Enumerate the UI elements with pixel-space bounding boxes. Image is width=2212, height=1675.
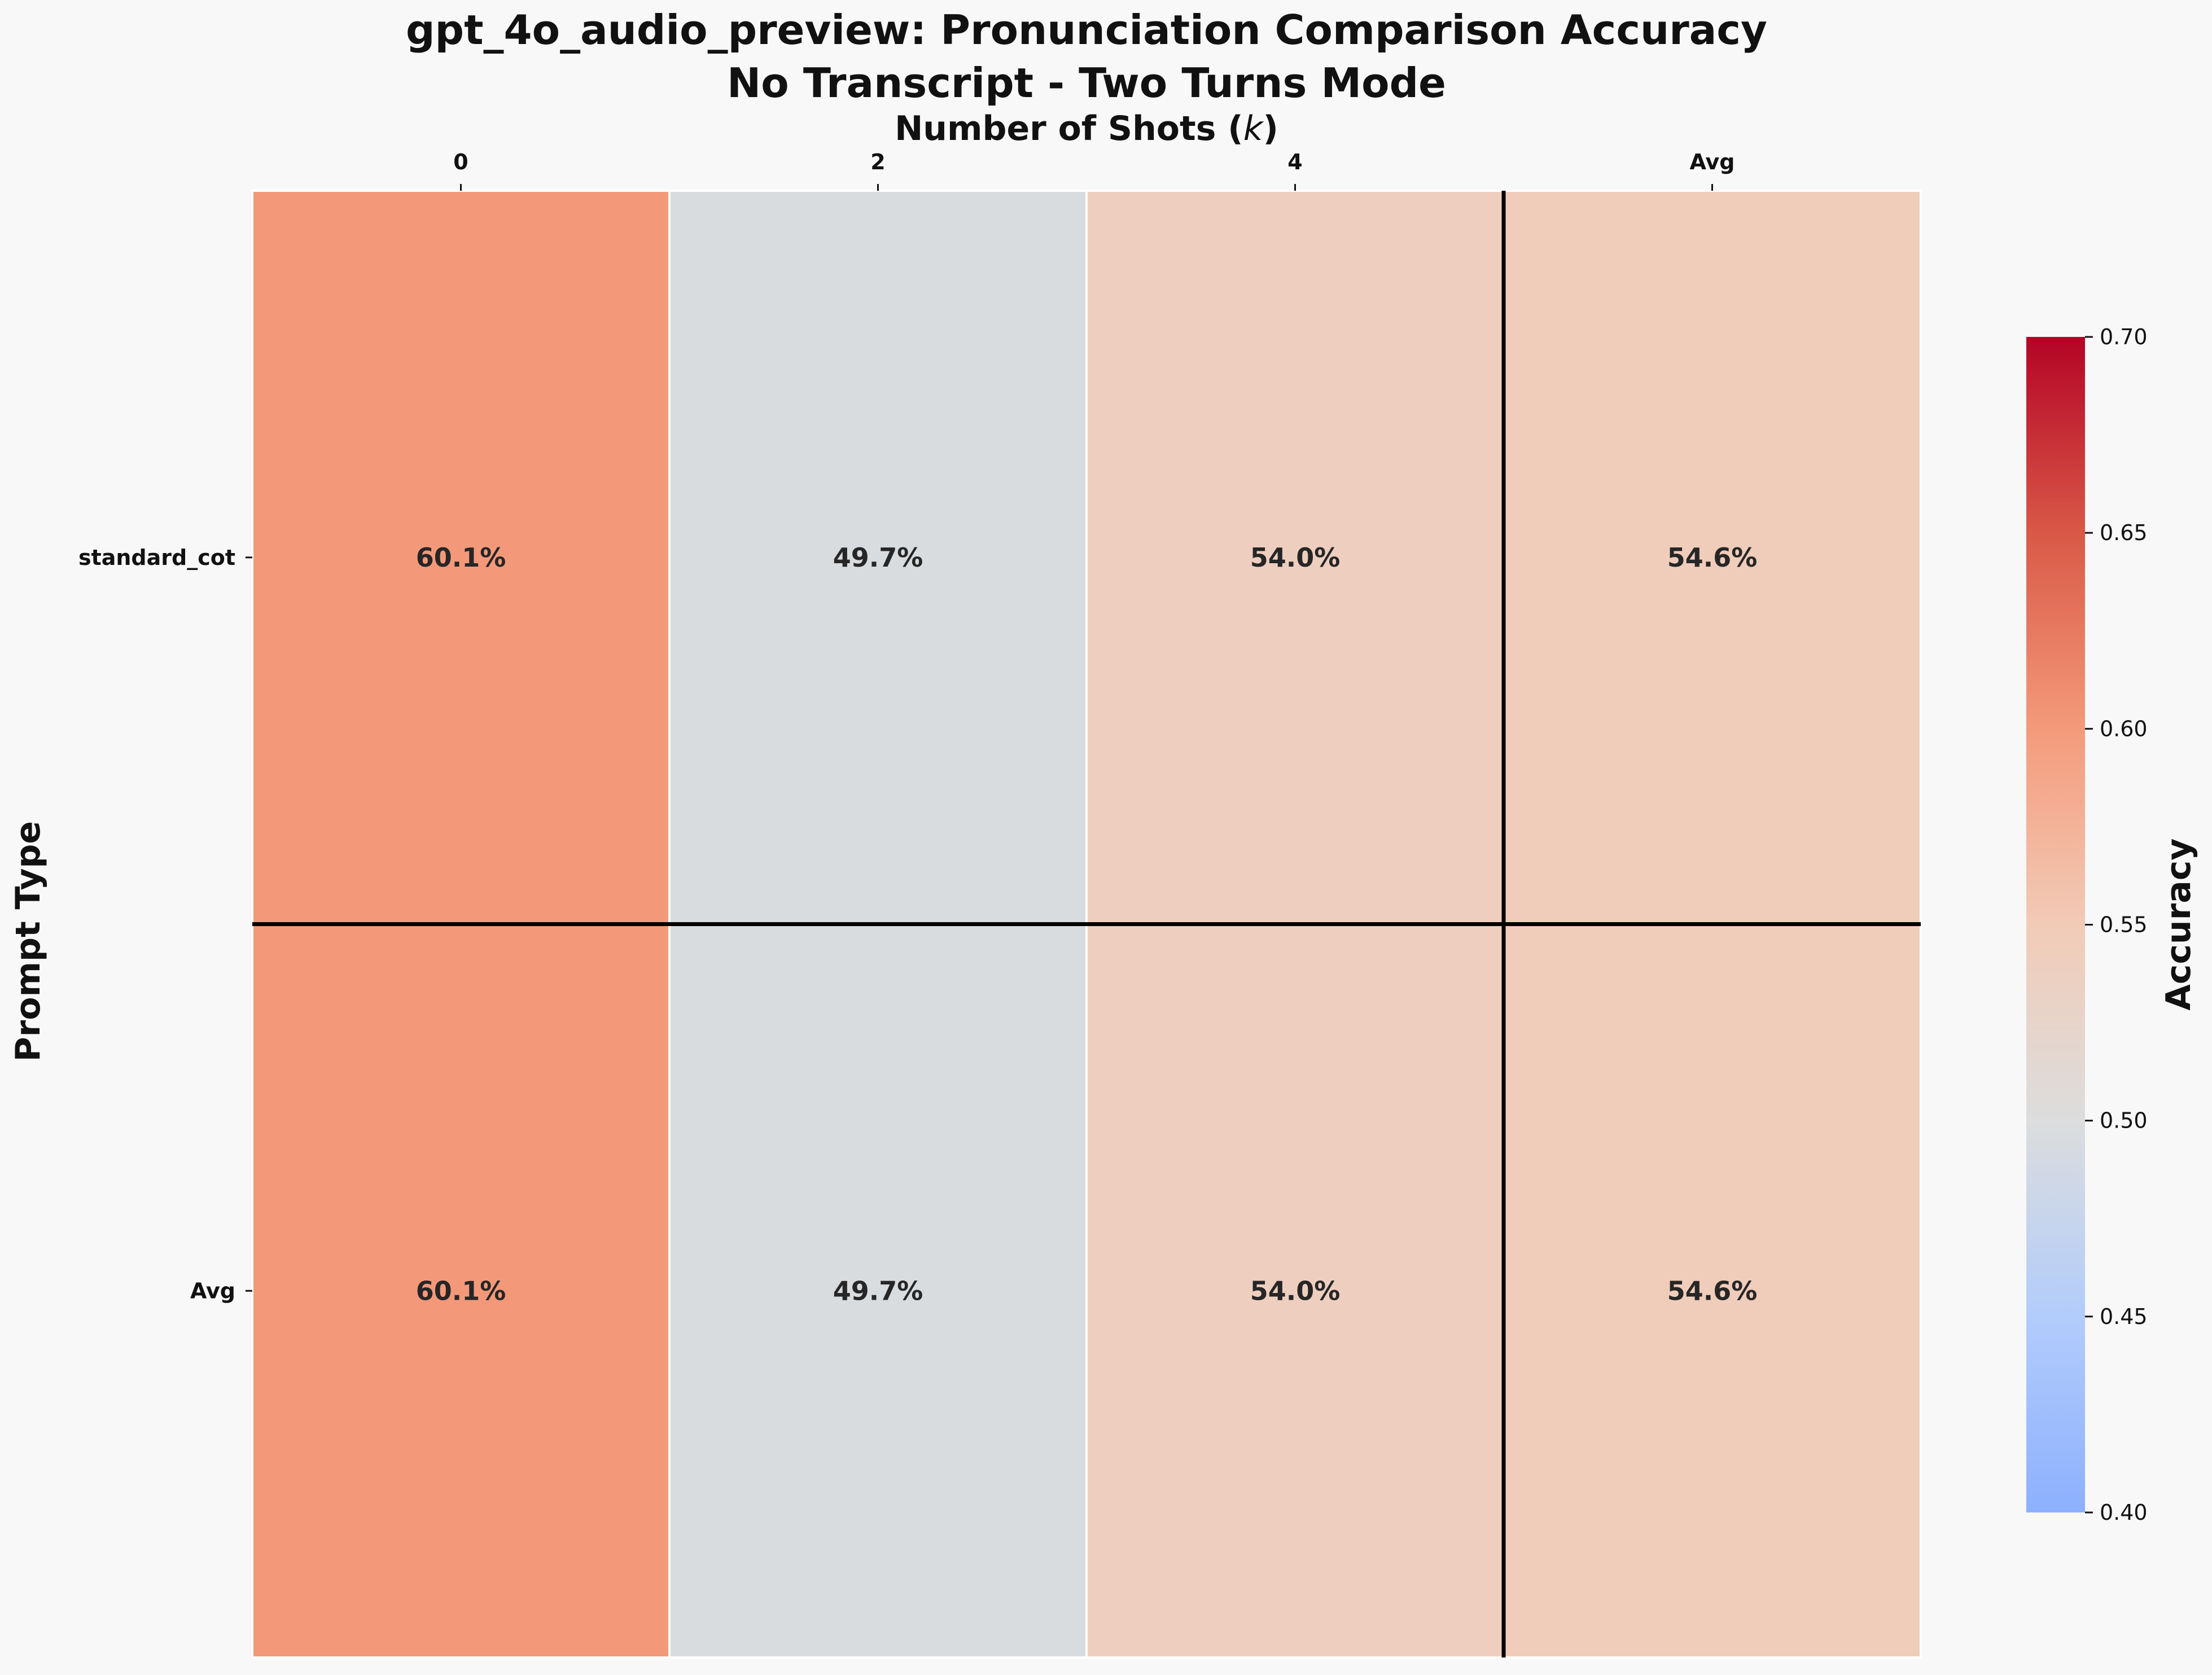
colorbar-tick-label: 0.55 [2100,913,2148,937]
y-tick-label: standard_cot [78,545,235,570]
colorbar-tick-label: 0.40 [2100,1500,2148,1525]
colorbar-label: Accuracy [2159,838,2198,1010]
heatmap-cells [251,190,1922,1659]
x-tick-label: Avg [1689,150,1734,174]
cell-value-label: 54.6% [1667,542,1758,573]
y-axis-label: Prompt Type [8,821,48,1062]
colorbar-tick-label: 0.50 [2100,1108,2148,1133]
colorbar-tick-label: 0.65 [2100,520,2148,545]
heatmap-cell [1503,923,1922,1659]
x-tick-label: 0 [453,150,468,174]
cell-value-label: 49.7% [833,542,923,573]
colorbar-tick-label: 0.70 [2100,325,2148,349]
colorbar-tick-label: 0.45 [2100,1304,2148,1329]
colorbar [2026,337,2085,1512]
heatmap-cell-labels: 60.1% 49.7% 54.0% 54.6% 60.1% 49.7% 54.0% 54.6% [416,542,1758,1306]
y-axis-ticks: standard_cot Avg [78,545,252,1303]
cell-value-label: 54.0% [1250,542,1341,573]
x-tick-label: 4 [1287,150,1302,174]
colorbar-tick-label: 0.60 [2100,716,2148,741]
x-axis-ticks: 0 2 4 Avg [453,150,1735,191]
x-axis-label-prefix: Number of Shots ( [895,109,1243,148]
heatmap-cell [251,190,671,926]
y-tick-label: Avg [190,1278,235,1303]
chart-subtitle: No Transcript - Two Turns Mode [727,59,1446,107]
colorbar-ticks: 0.40 0.45 0.50 0.55 0.60 0.65 0.70 [2085,325,2148,1525]
cell-value-label: 60.1% [416,542,506,573]
x-axis-label-suffix: ) [1263,109,1278,148]
cell-value-label: 60.1% [416,1275,506,1306]
heatmap-cell [251,923,671,1659]
chart-title: gpt_4o_audio_preview: Pronunciation Comp… [406,6,1767,54]
cell-value-label: 54.6% [1667,1275,1758,1306]
cell-value-label: 54.0% [1250,1275,1341,1306]
x-tick-label: 2 [870,150,885,174]
x-axis-label: Number of Shots (k) [895,109,1278,148]
heatmap-cell [1503,190,1922,926]
avg-separator-lines [252,191,1921,1658]
heatmap-cell [1085,923,1505,1659]
x-axis-label-var: k [1243,109,1264,148]
cell-value-label: 49.7% [833,1275,923,1306]
heatmap-cell [668,190,1088,926]
heatmap-cell [668,923,1088,1659]
